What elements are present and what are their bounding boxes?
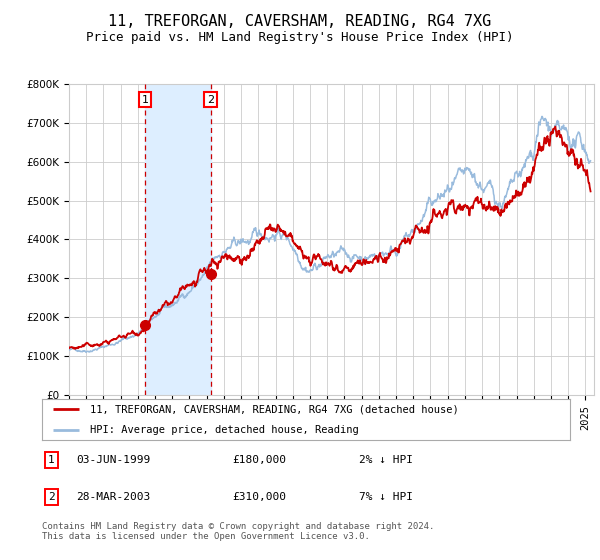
Text: Price paid vs. HM Land Registry's House Price Index (HPI): Price paid vs. HM Land Registry's House … — [86, 31, 514, 44]
Bar — [145, 84, 211, 395]
Text: 1: 1 — [48, 455, 55, 465]
Text: 11, TREFORGAN, CAVERSHAM, READING, RG4 7XG (detached house): 11, TREFORGAN, CAVERSHAM, READING, RG4 7… — [89, 404, 458, 414]
Text: 11, TREFORGAN, CAVERSHAM, READING, RG4 7XG: 11, TREFORGAN, CAVERSHAM, READING, RG4 7… — [109, 14, 491, 29]
Text: 2: 2 — [48, 492, 55, 502]
Text: 7% ↓ HPI: 7% ↓ HPI — [359, 492, 413, 502]
Text: 2: 2 — [207, 95, 214, 105]
Text: Contains HM Land Registry data © Crown copyright and database right 2024.
This d: Contains HM Land Registry data © Crown c… — [42, 522, 434, 542]
Text: £180,000: £180,000 — [232, 455, 286, 465]
Text: 03-JUN-1999: 03-JUN-1999 — [76, 455, 151, 465]
Text: HPI: Average price, detached house, Reading: HPI: Average price, detached house, Read… — [89, 424, 358, 435]
Text: 1: 1 — [142, 95, 149, 105]
Text: £310,000: £310,000 — [232, 492, 286, 502]
Text: 2% ↓ HPI: 2% ↓ HPI — [359, 455, 413, 465]
Text: 28-MAR-2003: 28-MAR-2003 — [76, 492, 151, 502]
